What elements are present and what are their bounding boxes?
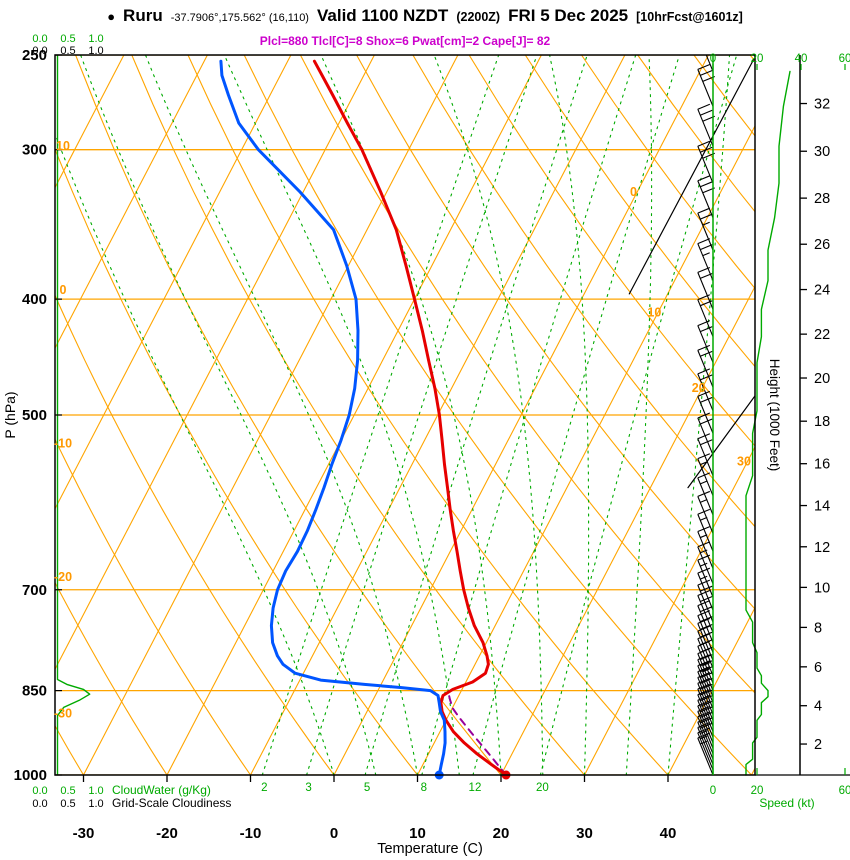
svg-text:10: 10 (56, 139, 70, 153)
svg-text:10: 10 (409, 825, 426, 842)
station-coords: -37.7906°,175.562° (16,110) (170, 12, 309, 24)
svg-text:40: 40 (660, 825, 677, 842)
svg-text:20: 20 (751, 785, 764, 797)
svg-text:6: 6 (814, 660, 822, 676)
svg-text:850: 850 (22, 683, 47, 700)
svg-text:-30: -30 (54, 706, 72, 720)
cloudwater-profile (56, 55, 91, 775)
svg-text:-10: -10 (240, 825, 262, 842)
svg-text:28: 28 (814, 191, 830, 207)
svg-text:-10: -10 (54, 436, 72, 450)
svg-text:12: 12 (814, 540, 830, 556)
station-bullet-icon: ● (107, 9, 116, 24)
svg-text:20: 20 (536, 782, 549, 794)
svg-text:Temperature (C): Temperature (C) (377, 841, 483, 857)
svg-text:250: 250 (22, 47, 47, 64)
svg-text:32: 32 (814, 97, 830, 113)
svg-text:30: 30 (576, 825, 593, 842)
svg-text:-20: -20 (54, 570, 72, 584)
svg-text:Speed (kt): Speed (kt) (759, 796, 814, 810)
svg-text:0.5: 0.5 (60, 785, 75, 797)
svg-text:0.5: 0.5 (60, 798, 75, 810)
svg-text:1.0: 1.0 (88, 45, 103, 57)
svg-text:20: 20 (814, 371, 830, 387)
svg-text:22: 22 (814, 327, 830, 343)
grid-lines (55, 55, 755, 775)
svg-text:0: 0 (60, 283, 67, 297)
svg-text:10: 10 (814, 580, 830, 596)
svg-text:500: 500 (22, 407, 47, 424)
svg-text:16: 16 (814, 457, 830, 473)
svg-text:0: 0 (330, 825, 338, 842)
title-bar: ● Ruru -37.7906°,175.562° (16,110) Valid… (0, 6, 850, 26)
valid-time: Valid 1100 NZDT (316, 6, 449, 25)
svg-text:40: 40 (795, 53, 808, 65)
svg-text:0: 0 (710, 53, 716, 65)
boundary-lines (628, 58, 755, 489)
svg-text:8: 8 (814, 620, 822, 636)
svg-text:1.0: 1.0 (88, 33, 103, 45)
svg-text:30: 30 (814, 144, 830, 160)
svg-text:CloudWater (g/Kg): CloudWater (g/Kg) (112, 783, 211, 797)
svg-text:0.0: 0.0 (32, 45, 47, 57)
svg-text:0: 0 (710, 785, 716, 797)
forecast-info: [10hrFcst@1601z] (636, 10, 743, 24)
svg-text:60: 60 (839, 53, 850, 65)
svg-text:0.0: 0.0 (32, 798, 47, 810)
valid-date: FRI 5 Dec 2025 (508, 6, 629, 25)
station-name: Ruru (123, 6, 163, 25)
svg-text:0.5: 0.5 (60, 33, 75, 45)
svg-text:10: 10 (647, 305, 661, 319)
svg-text:2: 2 (814, 737, 822, 753)
svg-text:1.0: 1.0 (88, 785, 103, 797)
speed-profile (745, 70, 791, 776)
svg-text:14: 14 (814, 499, 830, 515)
svg-text:5: 5 (364, 782, 370, 794)
svg-text:-30: -30 (73, 825, 95, 842)
svg-text:20: 20 (493, 825, 510, 842)
svg-text:20: 20 (751, 53, 764, 65)
svg-text:700: 700 (22, 582, 47, 599)
svg-text:4: 4 (814, 699, 822, 715)
svg-text:20: 20 (692, 381, 706, 395)
svg-text:2: 2 (261, 782, 267, 794)
svg-text:24: 24 (814, 283, 830, 299)
svg-text:300: 300 (22, 142, 47, 159)
svg-text:30: 30 (737, 454, 751, 468)
svg-text:1000: 1000 (14, 767, 47, 784)
svg-text:18: 18 (814, 414, 830, 430)
svg-text:1.0: 1.0 (88, 798, 103, 810)
svg-text:0.0: 0.0 (32, 785, 47, 797)
svg-text:0: 0 (630, 185, 637, 199)
svg-text:Height (1000 Feet): Height (1000 Feet) (767, 359, 782, 472)
sounding-curves (219, 59, 508, 775)
svg-text:12: 12 (469, 782, 482, 794)
svg-text:26: 26 (814, 237, 830, 253)
svg-text:Grid-Scale Cloudiness: Grid-Scale Cloudiness (112, 796, 231, 810)
svg-text:-20: -20 (156, 825, 178, 842)
valid-zulu: (2200Z) (456, 10, 501, 24)
svg-text:400: 400 (22, 291, 47, 308)
svg-text:8: 8 (421, 782, 427, 794)
svg-text:0.0: 0.0 (32, 33, 47, 45)
indices-line: Plcl=880 Tlcl[C]=8 Shox=6 Pwat[cm]=2 Cap… (259, 34, 551, 48)
svg-text:0.5: 0.5 (60, 45, 75, 57)
svg-text:3: 3 (305, 782, 311, 794)
wind-barbs (697, 55, 715, 775)
svg-text:60: 60 (839, 785, 850, 797)
svg-text:P (hPa): P (hPa) (2, 391, 18, 438)
